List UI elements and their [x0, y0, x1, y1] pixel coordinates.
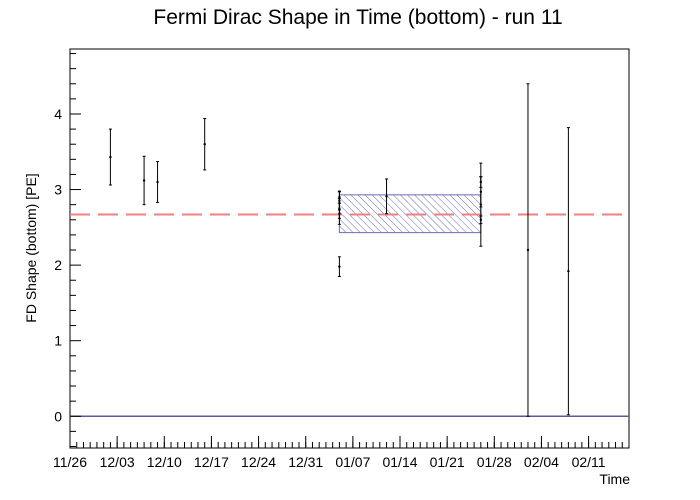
points-layer — [108, 83, 570, 417]
data-point-8 — [338, 265, 341, 268]
y-tick-label: 1 — [54, 333, 62, 349]
axes-layer: 0 1 2 3 4 11/26 12/03 12/10 12/17 12/24 12/31 01/07… — [53, 53, 630, 470]
plot-frame — [69, 48, 630, 449]
data-point-9 — [385, 195, 388, 198]
y-tick-label: 2 — [54, 257, 62, 273]
x-tick-label: 01/28 — [477, 454, 512, 470]
x-tick-label: 02/11 — [572, 454, 606, 470]
x-tick-label: 12/31 — [288, 454, 323, 470]
x-tick-label: 01/21 — [430, 454, 465, 470]
data-point-7 — [338, 212, 341, 215]
x-tick-label: 02/04 — [524, 454, 559, 470]
data-point-0 — [109, 155, 112, 159]
data-point-15 — [567, 269, 570, 273]
data-point-14 — [526, 248, 530, 252]
y-tick-label: 0 — [54, 408, 62, 424]
data-point-2 — [156, 180, 159, 184]
data-point-12 — [479, 203, 483, 206]
lines-layer — [70, 213, 629, 418]
x-axis-label: Time — [599, 471, 630, 487]
x-tick-label: 11/26 — [53, 454, 87, 470]
x-tick-label: 12/03 — [100, 454, 135, 470]
x-tick-label: 01/07 — [335, 454, 370, 470]
data-point-3 — [203, 143, 206, 146]
data-point-1 — [142, 179, 146, 182]
y-tick-label: 3 — [54, 182, 62, 198]
x-tick-label: 12/10 — [147, 454, 182, 470]
x-tick-label: 12/24 — [241, 454, 276, 470]
data-point-13 — [479, 218, 483, 221]
y-tick-label: 4 — [54, 106, 62, 122]
x-tick-label: 01/14 — [382, 454, 417, 470]
x-tick-label: 12/17 — [194, 454, 229, 470]
chart-title: Fermi Dirac Shape in Time (bottom) - run… — [153, 6, 562, 29]
y-axis-label: FD Shape (bottom) [PE] — [23, 173, 39, 322]
